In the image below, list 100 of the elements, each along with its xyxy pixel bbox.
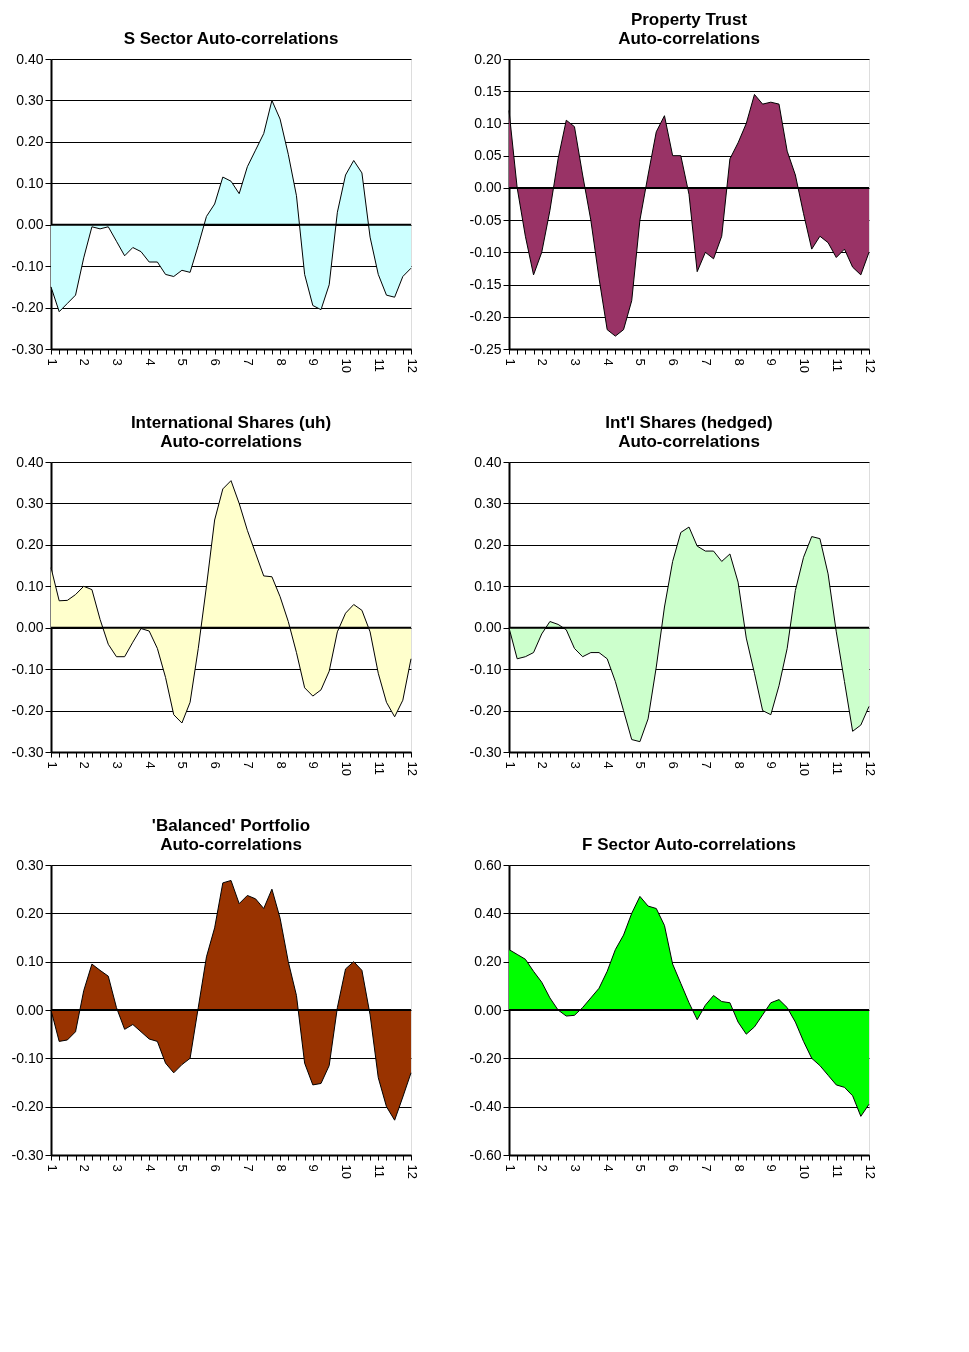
x-tick-label: 4 [600,358,616,366]
y-tick-label: 0.00 [474,1001,502,1018]
x-tick-label: 4 [142,358,158,366]
x-tick-label: 11 [371,1164,387,1178]
y-tick-label: -0.20 [11,1098,44,1115]
x-tick-label: 3 [109,358,125,366]
y-tick-label: -0.20 [469,308,502,325]
x-tick-label: 4 [600,761,616,769]
x-tick-label: 12 [404,1164,420,1179]
y-tick-label: -0.10 [11,257,44,274]
x-tick-label: 9 [306,358,322,366]
x-tick-label: 11 [371,761,387,775]
x-tick-label: 9 [306,761,322,769]
y-tick-label: 0.00 [16,216,44,233]
x-tick-label: 12 [404,358,420,373]
x-tick-label: 6 [666,1164,682,1172]
x-tick-label: 1 [44,761,60,769]
x-tick-label: 8 [273,358,289,366]
y-tick-label: -0.15 [469,276,502,293]
y-tick-label: -0.40 [469,1098,502,1115]
y-tick-label: 0.00 [474,179,502,196]
x-tick-label: 5 [633,1164,649,1172]
y-tick-label: 0.20 [474,50,502,67]
chart-title: S Sector Auto-correlations [123,29,339,48]
x-tick-label: 9 [764,1164,780,1172]
x-tick-label: 3 [109,761,125,769]
x-tick-label: 5 [633,358,649,366]
y-tick-label: -0.10 [11,660,44,677]
x-tick-label: 7 [698,761,714,769]
y-tick-label: 0.20 [474,536,502,553]
y-tick-label: -0.20 [11,702,44,719]
y-tick-label: -0.20 [469,1049,502,1066]
y-tick-label: 0.00 [16,619,44,636]
y-tick-label: 0.60 [474,856,502,873]
x-tick-label: 11 [829,761,845,775]
x-tick-label: 10 [339,358,355,373]
x-tick-label: 2 [77,358,93,366]
x-tick-label: 5 [175,1164,191,1172]
x-tick-label: 7 [698,358,714,366]
y-tick-label: 0.30 [16,856,44,873]
y-tick-label: 0.10 [16,174,44,191]
y-tick-label: 0.00 [16,1001,44,1018]
x-tick-label: 5 [175,761,191,769]
chart-title: Property Trust Auto-correlations [618,10,760,48]
x-tick-label: 9 [764,358,780,366]
y-tick-label: -0.10 [469,243,502,260]
chart-title: F Sector Auto-correlations [582,835,796,854]
x-tick-label: 6 [208,1164,224,1172]
y-tick-label: 0.10 [474,114,502,131]
x-tick-label: 10 [797,761,813,776]
y-tick-label: 0.00 [474,619,502,636]
x-tick-label: 8 [273,761,289,769]
x-tick-label: 10 [339,1164,355,1179]
x-tick-label: 3 [567,761,583,769]
x-tick-label: 12 [862,358,878,373]
x-tick-label: 1 [44,1164,60,1172]
x-tick-label: 8 [731,1164,747,1172]
y-tick-label: -0.20 [11,299,44,316]
x-tick-label: 1 [502,1164,518,1172]
x-tick-label: 6 [208,358,224,366]
x-tick-label: 5 [633,761,649,769]
x-tick-label: 11 [829,1164,845,1178]
y-tick-label: -0.20 [469,702,502,719]
x-tick-label: 3 [567,358,583,366]
x-tick-label: 6 [666,761,682,769]
x-tick-label: 2 [535,1164,551,1172]
x-tick-label: 8 [273,1164,289,1172]
y-tick-label: 0.40 [474,453,502,470]
x-tick-label: 6 [208,761,224,769]
x-tick-label: 10 [797,358,813,373]
x-tick-label: 2 [77,1164,93,1172]
y-tick-label: 0.20 [16,536,44,553]
x-tick-label: 4 [600,1164,616,1172]
x-tick-label: 2 [535,358,551,366]
x-tick-label: 12 [862,1164,878,1179]
y-tick-label: 0.20 [16,904,44,921]
chart-title: Int'l Shares (hedged) Auto-correlations [605,413,773,451]
x-tick-label: 7 [240,358,256,366]
y-tick-label: -0.10 [11,1049,44,1066]
x-tick-label: 6 [666,358,682,366]
chart-title: 'Balanced' Portfolio Auto-correlations [151,816,311,854]
y-tick-label: 0.30 [16,91,44,108]
x-tick-label: 7 [698,1164,714,1172]
y-tick-label: 0.30 [16,494,44,511]
x-tick-label: 7 [240,761,256,769]
y-tick-label: -0.60 [469,1146,502,1163]
x-tick-label: 9 [306,1164,322,1172]
y-tick-label: -0.30 [469,743,502,760]
y-tick-label: -0.05 [469,211,502,228]
x-tick-label: 4 [142,1164,158,1172]
x-tick-label: 11 [829,358,845,372]
x-tick-label: 5 [175,358,191,366]
x-tick-label: 10 [339,761,355,776]
x-tick-label: 3 [567,1164,583,1172]
y-tick-label: -0.30 [11,743,44,760]
x-tick-label: 10 [797,1164,813,1179]
y-tick-label: 0.20 [16,133,44,150]
x-tick-label: 1 [502,358,518,366]
y-tick-label: 0.10 [474,577,502,594]
x-tick-label: 1 [502,761,518,769]
